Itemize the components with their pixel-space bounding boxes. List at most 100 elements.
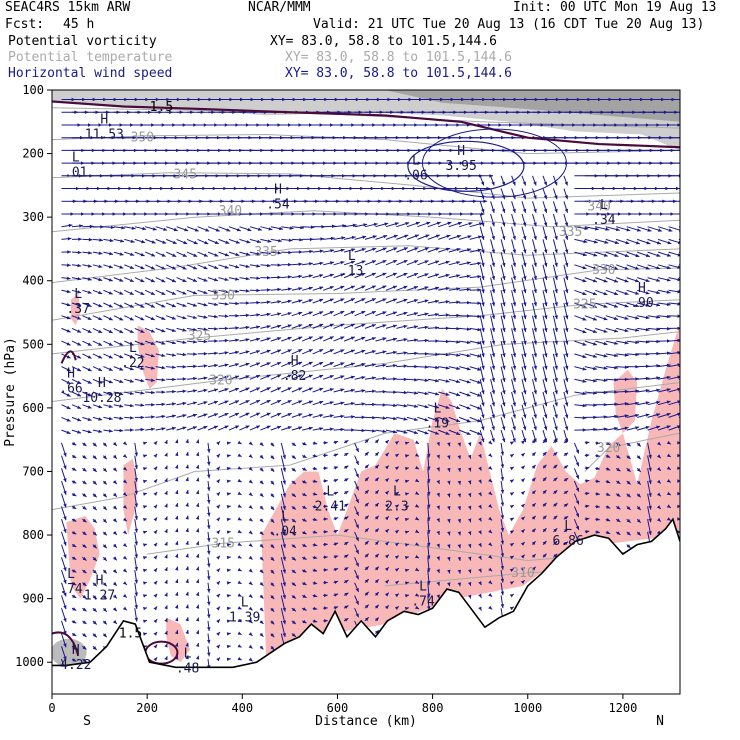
theta-label: 325 [188, 329, 211, 344]
wind-vector-head [319, 336, 324, 340]
wind-vector-head [372, 402, 376, 407]
wind-vector-head [63, 618, 67, 622]
wind-vector-head [237, 453, 242, 457]
wind-vector-head [270, 518, 275, 523]
wind-vector-head [82, 531, 87, 535]
wind-vector-head [164, 503, 168, 508]
wind-vector-head [457, 569, 461, 574]
wind-vector-head [445, 286, 450, 291]
wind-vector-head [533, 302, 537, 307]
wind-vector-head [488, 491, 493, 495]
wind-vector-head [182, 414, 187, 418]
wind-vector-head [575, 449, 579, 454]
wind-vector-head [292, 569, 296, 574]
wind-vector-head [72, 492, 77, 496]
wind-vector-head [308, 361, 313, 366]
wind-vector-head [344, 618, 349, 622]
wind-vector-head [635, 401, 639, 406]
wind-vector-head [522, 195, 527, 200]
wind-vector-head [614, 304, 618, 308]
wind-vector-head [313, 530, 318, 534]
wind-vector-head [235, 412, 239, 417]
wind-vector-head [403, 417, 408, 421]
wind-vector-head [355, 537, 359, 542]
wind-vector-head [585, 441, 590, 445]
wind-vector-head [143, 581, 147, 585]
wind-vector-head [531, 566, 536, 571]
wind-vector-head [350, 388, 355, 393]
wind-vector-head [636, 228, 641, 232]
wind-vector-head [478, 542, 482, 547]
wind-vector-head [98, 303, 103, 308]
wind-vector-head [216, 454, 220, 458]
wind-vector-head [415, 504, 419, 508]
wind-vector-head [224, 253, 229, 257]
wind-vector-head [403, 364, 408, 368]
extremum-letter: L [129, 341, 137, 356]
wind-vector-head [371, 324, 376, 328]
wind-vector-head [344, 567, 349, 571]
wind-vector-head [500, 502, 505, 507]
wind-vector-head [355, 600, 359, 605]
wind-vector-head [481, 208, 485, 213]
wind-vector-head [77, 405, 82, 409]
wind-vector-head [270, 468, 275, 472]
wind-vector-head [565, 289, 569, 294]
wind-vector-head [266, 337, 271, 341]
wind-vector-head [415, 593, 419, 597]
wind-vector-head [214, 339, 218, 343]
wind-vector-head [468, 492, 472, 497]
wind-vector-head [414, 351, 418, 356]
wind-speed-contour [421, 128, 567, 198]
wind-vector-head [282, 607, 286, 612]
wind-vector-head [287, 426, 292, 430]
wind-vector-head [361, 362, 366, 367]
wind-vector-head [256, 337, 260, 342]
theta-label: 345 [173, 168, 196, 183]
wind-vector-head [500, 540, 505, 545]
wind-vector-head [582, 379, 587, 383]
wind-vector-head [185, 452, 189, 456]
wind-vector-head [82, 582, 87, 586]
wind-vector-head [119, 392, 124, 396]
wind-vector-head [677, 351, 680, 355]
wind-vector-head [648, 493, 652, 497]
wind-vector-head [226, 632, 231, 636]
wind-vector-head [702, 161, 706, 165]
wind-vector-head [226, 505, 231, 509]
wind-vector-head [593, 379, 597, 383]
wind-vector-head [477, 406, 482, 410]
wind-vector-head [292, 595, 296, 599]
wind-vector-head [72, 505, 77, 509]
wind-vector-head [216, 593, 220, 598]
wind-vector-head [596, 530, 600, 534]
theta-contour-line [147, 534, 680, 562]
wind-vector-head [184, 228, 189, 232]
wind-vector-head [636, 531, 641, 536]
wind-vector-head [592, 342, 597, 346]
wind-vector-head [603, 266, 608, 270]
wind-vector-head [688, 265, 692, 268]
wind-vector-head [72, 569, 77, 573]
wind-vector-head [235, 240, 240, 244]
wind-vector-head [553, 503, 558, 507]
wind-vector-head [63, 529, 67, 533]
wind-vector-head [195, 503, 200, 508]
wind-vector-head [436, 467, 440, 472]
wind-vector-head [648, 454, 652, 459]
wind-vector-head [478, 530, 482, 535]
wind-vector-head [542, 528, 547, 533]
wind-vector-head [204, 240, 209, 245]
wind-vector-head [533, 340, 537, 345]
wind-vector [678, 353, 680, 355]
extremum-value: 6.86 [553, 534, 584, 549]
wind-vector-head [224, 302, 229, 306]
wind-vector-head [259, 607, 264, 612]
wind-vector-head [544, 353, 548, 358]
wind-vector-head [382, 260, 387, 264]
wind-vector [678, 302, 680, 304]
wind-vector-head [500, 527, 505, 532]
wind-vector-head [677, 517, 680, 521]
wind-vector-head [394, 593, 399, 598]
theta-contour-line [52, 331, 680, 402]
